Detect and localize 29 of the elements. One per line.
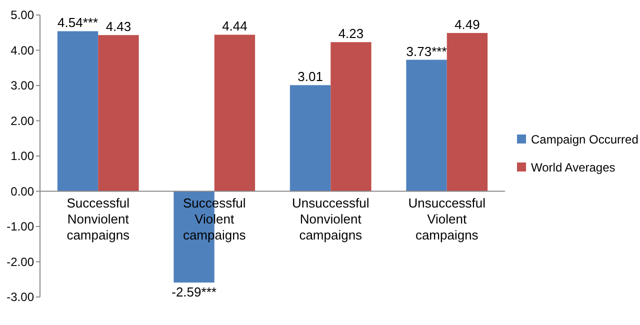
data-label: -2.59*** <box>172 284 216 300</box>
y-tick-label: 1.00 <box>10 149 34 164</box>
y-tick-label: 0.00 <box>10 184 34 198</box>
bar <box>406 60 447 192</box>
data-label: 4.49 <box>454 16 480 32</box>
y-tick-label: -1.00 <box>6 220 34 234</box>
y-tick-label: -2.00 <box>6 254 34 269</box>
bar <box>446 32 488 192</box>
data-label: 4.54*** <box>58 15 98 30</box>
data-label: 4.43 <box>106 19 132 34</box>
legend-label: Campaign Occurred <box>531 132 638 147</box>
bar <box>98 35 139 192</box>
y-tick-label: 5.00 <box>10 8 34 22</box>
y-tick-label: 3.00 <box>10 78 34 93</box>
x-tick-label: Unsuccessful Nonviolent campaigns <box>292 195 370 242</box>
y-tick-label: 2.00 <box>10 114 34 128</box>
bar <box>57 31 98 192</box>
x-tick-label: Successful Nonviolent campaigns <box>66 195 130 242</box>
bar <box>290 85 331 192</box>
y-tick-label: -3.00 <box>6 290 34 304</box>
x-tick-label: Unsuccessful Violent campaigns <box>408 195 486 242</box>
data-label: 4.44 <box>222 18 248 34</box>
bar <box>330 42 372 192</box>
legend-label: World Averages <box>531 160 616 175</box>
y-tick-label: 4.00 <box>10 43 34 58</box>
data-label: 3.01 <box>298 69 323 84</box>
data-label: 3.73*** <box>406 44 447 59</box>
bar <box>214 34 256 192</box>
data-label: 4.23 <box>338 26 364 42</box>
